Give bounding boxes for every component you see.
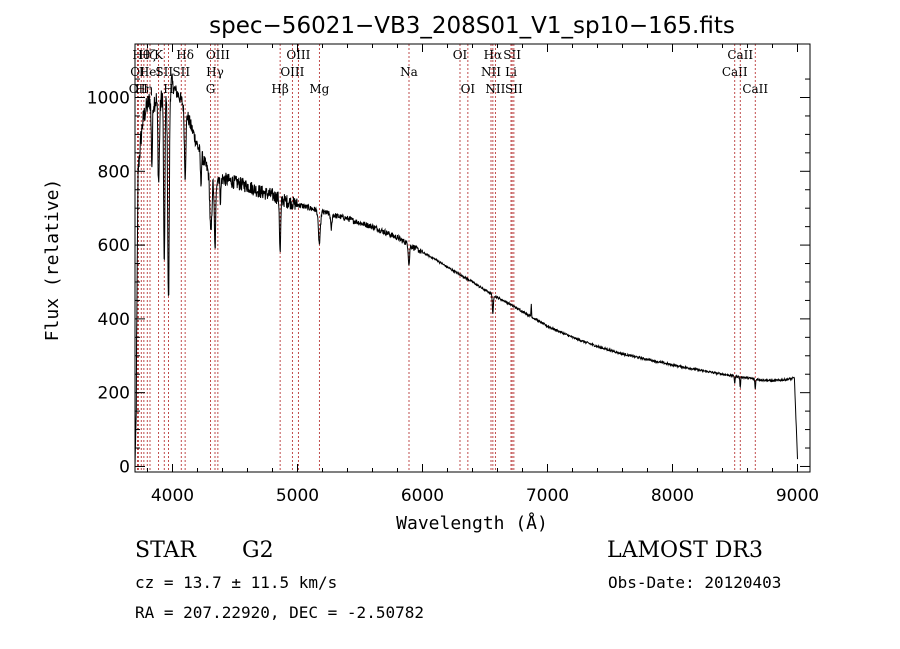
line-marker-label: Li	[505, 65, 517, 79]
observation-date: Obs-Date: 20120403	[608, 573, 782, 592]
line-marker-label: OIII	[286, 48, 310, 62]
survey-name: LAMOST DR3	[607, 538, 763, 563]
line-marker-label: OI	[453, 48, 468, 62]
line-marker-label: K	[154, 48, 164, 62]
line-marker-label: H	[163, 82, 173, 96]
y-tick-label: 1000	[87, 89, 130, 109]
x-tick-label: 7000	[526, 486, 569, 506]
line-marker-label: Hα	[484, 48, 503, 62]
ra-dec-coordinates: RA = 207.22920, DEC = -2.50782	[135, 603, 424, 622]
line-marker-label: SII	[172, 65, 190, 79]
plot-frame	[134, 43, 811, 473]
x-tick-label: 5000	[276, 486, 319, 506]
line-marker-label: Hζ	[139, 48, 156, 62]
line-marker-label: CaII	[742, 82, 768, 96]
x-axis-ticks: 4000 5000 6000 7000 8000 9000	[147, 44, 819, 506]
x-axis-label: Wavelength (Å)	[396, 512, 548, 534]
line-marker-label: SII	[155, 65, 173, 79]
spectrum-flux-line	[134, 73, 798, 467]
line-marker-label: CaII	[722, 65, 748, 79]
line-marker-label: Hγ	[206, 65, 224, 79]
y-axis-label: Flux (relative)	[42, 179, 63, 342]
y-tick-label: 400	[98, 310, 130, 330]
y-tick-label: 600	[98, 236, 130, 256]
x-tick-label: 8000	[651, 486, 694, 506]
line-marker-label: Hη	[135, 82, 153, 96]
line-marker-label: HeI	[139, 65, 162, 79]
x-tick-label: 9000	[776, 486, 819, 506]
object-subclass: G2	[242, 538, 274, 563]
line-marker-label: Hθ	[132, 48, 150, 62]
line-marker-label: SII	[505, 82, 523, 96]
redshift-cz: cz = 13.7 ± 11.5 km/s	[135, 573, 338, 592]
line-marker-label: Hδ	[176, 48, 194, 62]
y-tick-label: 800	[98, 162, 130, 182]
line-marker-label: OIII	[206, 48, 230, 62]
line-marker-label: NII	[485, 82, 505, 96]
line-marker-label: OIII	[280, 65, 304, 79]
y-tick-label: 200	[98, 384, 130, 404]
line-markers: OIOIIHθHηHζHeIKSIIHHδSIIGHγOIIIHβOIIIOII…	[129, 44, 768, 472]
y-tick-label: 0	[119, 457, 130, 477]
y-axis-ticks: 0 200 400 600 800 1000	[87, 78, 810, 477]
object-class: STAR	[135, 538, 196, 563]
line-marker-label: CaII	[727, 48, 753, 62]
line-marker-label: OII	[129, 82, 149, 96]
x-tick-label: 6000	[401, 486, 444, 506]
line-marker-label: Mg	[309, 82, 329, 96]
line-marker-label: Na	[400, 65, 418, 79]
line-marker-label: Hβ	[271, 82, 288, 96]
chart-title: spec−56021−VB3_208S01_V1_sp10−165.fits	[209, 13, 735, 39]
line-marker-label: G	[206, 82, 216, 96]
line-marker-label: NII	[481, 65, 501, 79]
line-marker-label: SII	[503, 48, 521, 62]
x-tick-label: 4000	[151, 486, 194, 506]
line-marker-label: OI	[461, 82, 476, 96]
